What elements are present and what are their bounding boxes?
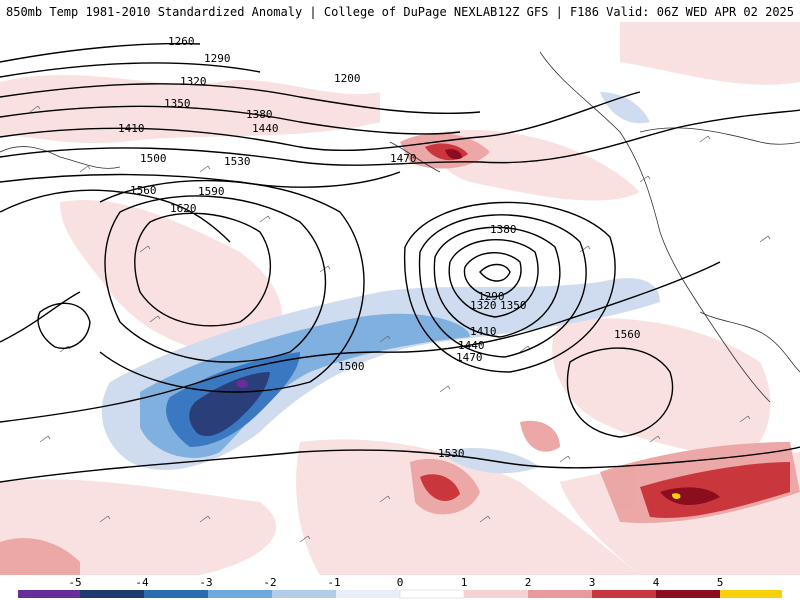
map-title: 850mb Temp 1981-2010 Standardized Anomal… bbox=[6, 5, 498, 19]
colorbar-tick: -1 bbox=[327, 576, 340, 589]
colorbar-ticks: -5 -4 -3 -2 -1 0 1 2 3 4 5 bbox=[68, 576, 723, 589]
anomaly-map: 1260 1290 1320 1350 1380 1410 1440 1470 … bbox=[0, 22, 800, 575]
contour-label: 1380 bbox=[246, 108, 273, 121]
colorbar-box bbox=[336, 590, 400, 598]
contour-label: 1620 bbox=[170, 202, 197, 215]
title-bar: 850mb Temp 1981-2010 Standardized Anomal… bbox=[0, 0, 800, 22]
contour-label: 1530 bbox=[224, 155, 251, 168]
colorbar-tick: 4 bbox=[653, 576, 660, 589]
colorbar-box bbox=[656, 590, 720, 598]
colorbar-box bbox=[18, 590, 80, 598]
colorbar-boxes bbox=[18, 589, 782, 599]
contour-label: 1470 bbox=[390, 152, 417, 165]
contour-label: 1320 bbox=[470, 299, 497, 312]
model-run-label: 12Z GFS | F186 Valid: 06Z WED APR 02 202… bbox=[497, 5, 794, 19]
contour-label: 1410 bbox=[118, 122, 145, 135]
contour-label: 1560 bbox=[130, 184, 157, 197]
colorbar-box bbox=[399, 589, 465, 599]
colorbar-box bbox=[720, 590, 782, 598]
contour-label: 1470 bbox=[456, 351, 483, 364]
colorbar-tick: 0 bbox=[397, 576, 404, 589]
colorbar-box bbox=[208, 590, 272, 598]
warm-anomaly-light bbox=[0, 22, 800, 575]
contour-label: 1410 bbox=[470, 325, 497, 338]
colorbar-tick: -2 bbox=[263, 576, 276, 589]
contour-label: 1380 bbox=[490, 223, 517, 236]
colorbar-box bbox=[80, 590, 144, 598]
contour-label: 1500 bbox=[338, 360, 365, 373]
colorbar-box bbox=[144, 590, 208, 598]
colorbar-tick: 5 bbox=[717, 576, 724, 589]
colorbar-tick: 1 bbox=[461, 576, 468, 589]
contour-label: 1440 bbox=[458, 339, 485, 352]
contour-label: 1290 bbox=[478, 290, 505, 303]
contour-label: 1320 bbox=[180, 75, 207, 88]
contour-label: 1350 bbox=[164, 97, 191, 110]
contour-label: 1260 bbox=[168, 35, 195, 48]
colorbar-box bbox=[528, 590, 592, 598]
colorbar-tick: -4 bbox=[135, 576, 149, 589]
contour-label: 1440 bbox=[252, 122, 279, 135]
colorbar-box bbox=[464, 590, 528, 598]
cold-anomaly-core bbox=[189, 372, 270, 437]
wind-barbs bbox=[29, 105, 771, 543]
colorbar-box bbox=[272, 590, 336, 598]
colorbar-tick: -3 bbox=[199, 576, 212, 589]
colorbar-tick: 2 bbox=[525, 576, 532, 589]
colorbar-tick: -5 bbox=[68, 576, 81, 589]
contour-label: 1590 bbox=[198, 185, 225, 198]
contour-label: 1500 bbox=[140, 152, 167, 165]
height-contours bbox=[0, 42, 800, 483]
contour-label: 1350 bbox=[500, 299, 527, 312]
contour-label: 1290 bbox=[204, 52, 231, 65]
colorbar-box bbox=[592, 590, 656, 598]
cold-anomaly-peak bbox=[236, 379, 248, 389]
contour-label: 1200 bbox=[334, 72, 361, 85]
warm-anomaly-peak bbox=[672, 493, 681, 499]
contour-label: 1560 bbox=[614, 328, 641, 341]
contour-label: 1530 bbox=[438, 447, 465, 460]
contour-labels: 1260 1290 1320 1350 1380 1410 1440 1470 … bbox=[118, 35, 641, 460]
legend-colorbar: -5 -4 -3 -2 -1 0 1 2 3 4 5 bbox=[0, 575, 800, 600]
colorbar-tick: 3 bbox=[589, 576, 596, 589]
warm-anomaly-extreme bbox=[445, 149, 720, 506]
